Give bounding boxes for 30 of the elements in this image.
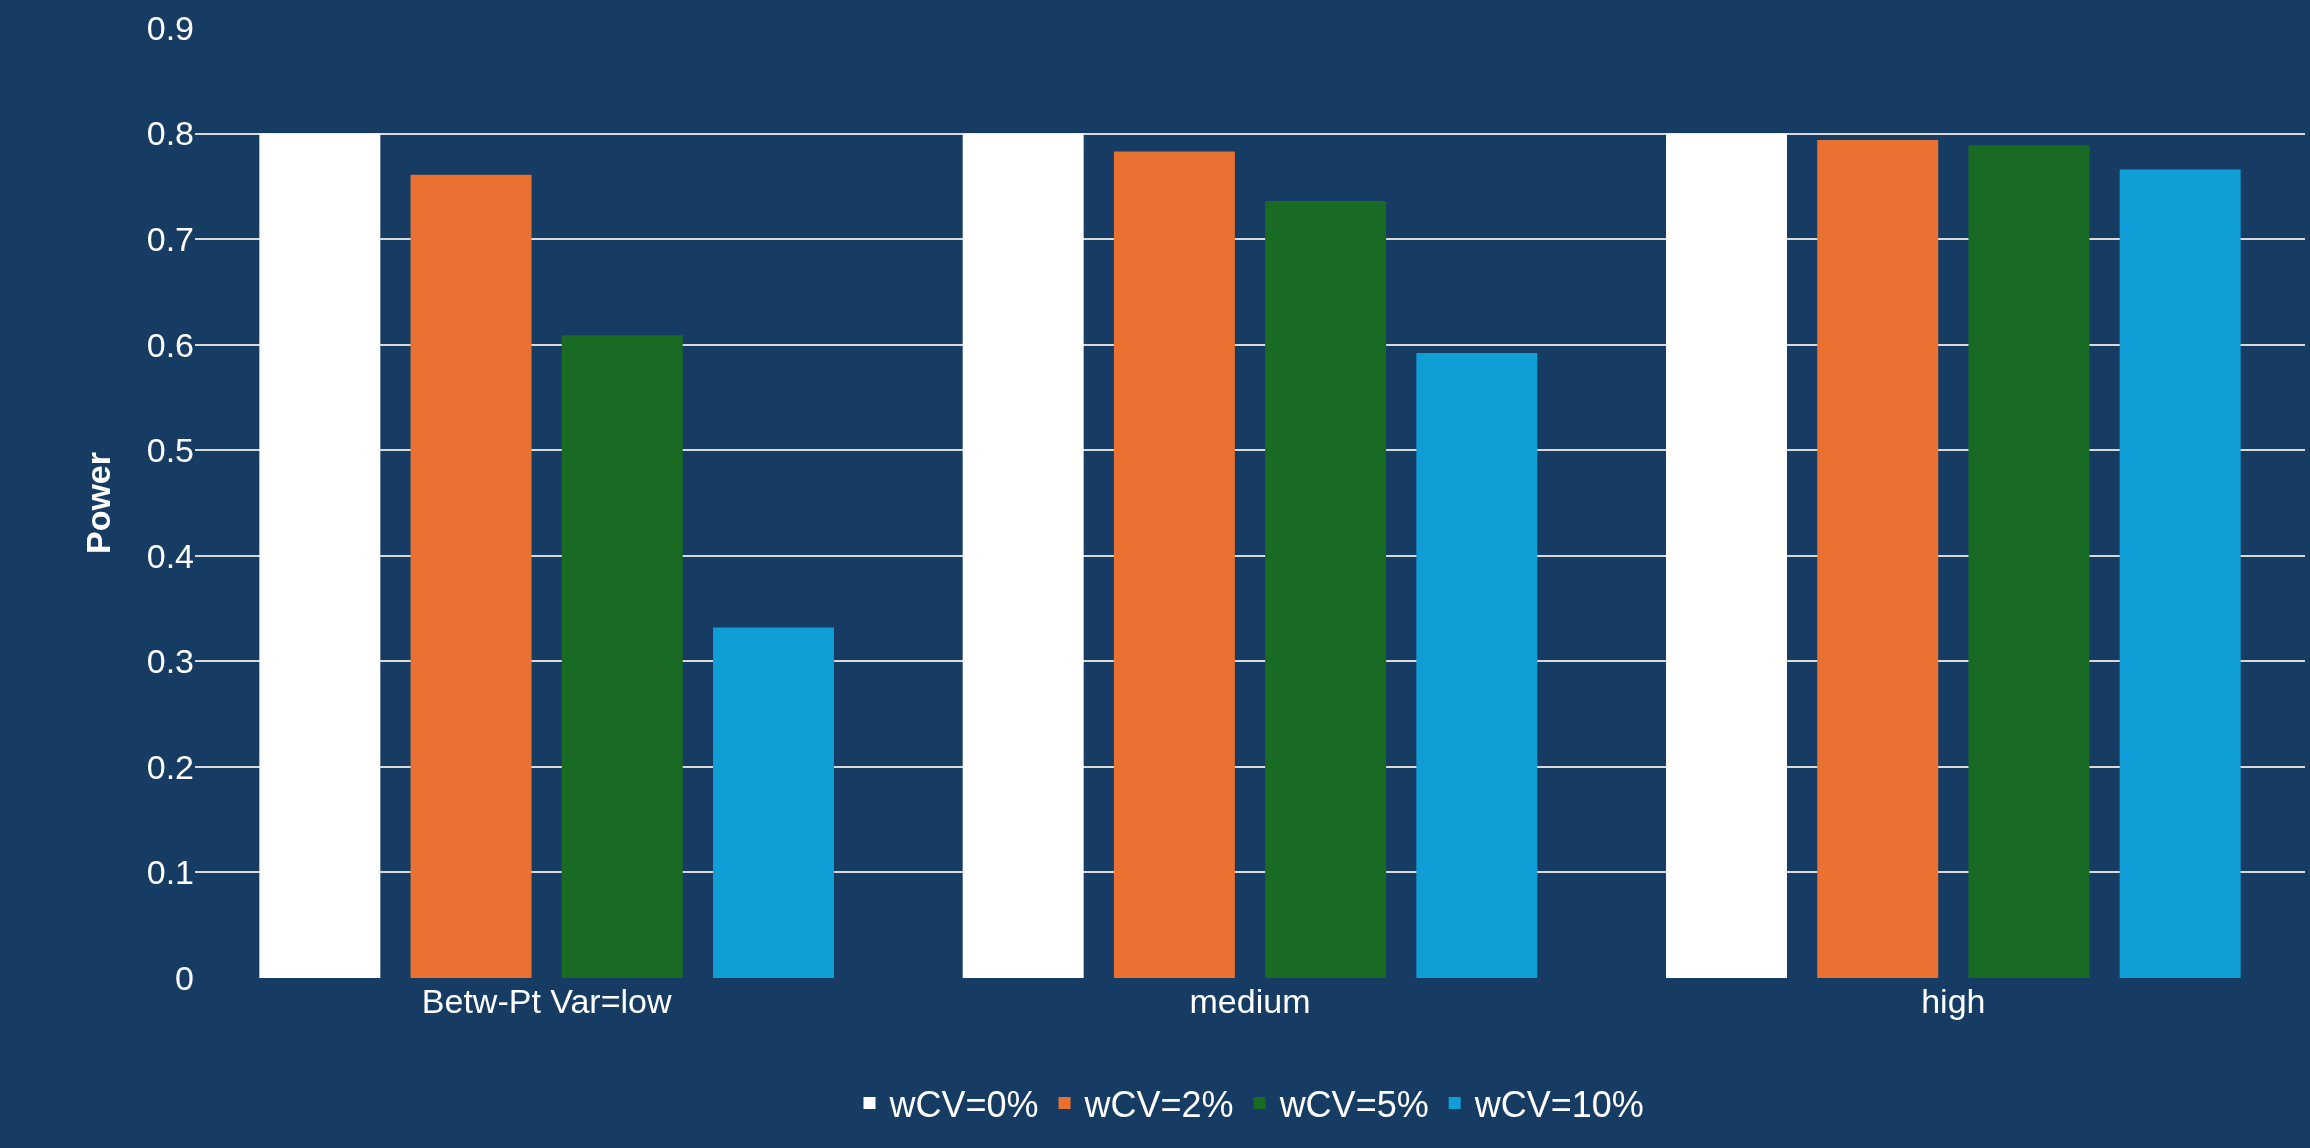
y-tick-label: 0.9 xyxy=(146,8,194,47)
y-tick-label: 0.7 xyxy=(146,220,194,259)
legend-label: wCV=5% xyxy=(1278,1083,1429,1125)
bar xyxy=(259,133,381,978)
y-axis-title: Power xyxy=(79,451,118,555)
bar xyxy=(561,335,683,978)
bar xyxy=(1666,133,1787,978)
y-tick-label: 0.6 xyxy=(146,325,194,364)
x-tick-label: medium xyxy=(1189,982,1311,1020)
bar xyxy=(2119,169,2241,978)
x-tick-label: high xyxy=(1921,982,1986,1020)
legend-label: wCV=10% xyxy=(1473,1083,1644,1125)
x-tick-label: Betw-Pt Var=low xyxy=(421,982,672,1020)
bar xyxy=(410,174,532,978)
y-tick-label: 0.2 xyxy=(146,747,194,786)
legend-label: wCV=2% xyxy=(1083,1083,1234,1125)
legend-label: wCV=0% xyxy=(888,1083,1039,1125)
bar xyxy=(1968,145,2090,978)
bar xyxy=(1416,353,1538,978)
y-tick-label: 0.4 xyxy=(146,536,194,575)
bar xyxy=(962,133,1084,978)
bar xyxy=(1265,201,1387,978)
y-tick-label: 0.3 xyxy=(146,642,194,681)
y-tick-label: 0.5 xyxy=(146,431,194,470)
y-tick-label: 0 xyxy=(175,958,194,997)
y-tick-label: 0.8 xyxy=(146,114,194,153)
bar xyxy=(1817,139,1939,978)
y-tick-label: 0.1 xyxy=(146,853,194,892)
bar xyxy=(713,627,834,978)
bar xyxy=(1113,151,1235,978)
